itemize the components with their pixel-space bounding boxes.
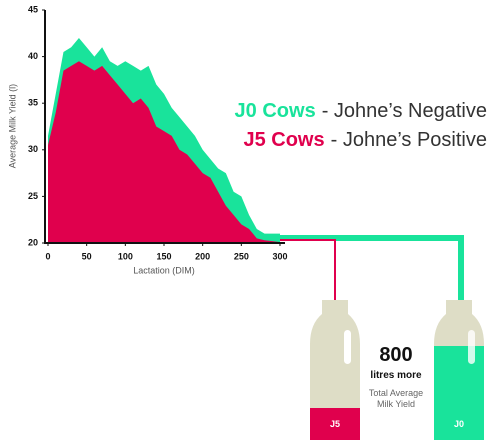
- bottle-j0: J0: [434, 300, 484, 440]
- x-tick-label: 150: [156, 251, 171, 261]
- difference-unit: litres more: [370, 370, 422, 381]
- caption: Total Average: [369, 388, 423, 398]
- legend-entry: J0 Cows - Johne’s Negative: [235, 100, 487, 122]
- infographic: J5 J0 800 litres more Total Average Milk…: [0, 0, 496, 443]
- y-axis-label: Average Milk Yield (l): [7, 84, 17, 168]
- x-tick-label: 250: [234, 251, 249, 261]
- y-tick-label: 40: [28, 51, 38, 61]
- y-tick-label: 30: [28, 144, 38, 154]
- legend-description: - Johne’s Negative: [322, 100, 487, 122]
- x-axis-label: Lactation (DIM): [133, 265, 195, 275]
- y-tick-label: 45: [28, 4, 38, 14]
- x-tick-label: 200: [195, 251, 210, 261]
- legend-name: J5 Cows: [243, 129, 324, 151]
- caption: Milk Yield: [377, 399, 415, 409]
- difference: 800: [379, 344, 412, 366]
- y-tick-label: 35: [28, 98, 38, 108]
- page: {"chart_data": {"type": "area", "y_label…: [0, 0, 496, 443]
- x-tick-label: 300: [272, 251, 287, 261]
- x-tick-label: 0: [45, 251, 50, 261]
- y-tick-label: 25: [28, 191, 38, 201]
- legend-description: - Johne’s Positive: [331, 129, 487, 151]
- bottle-j5: J5: [310, 300, 360, 440]
- bottle-label: J0: [454, 419, 464, 429]
- legend-name: J0 Cows: [235, 100, 316, 122]
- legend-entry: J5 Cows - Johne’s Positive: [243, 129, 487, 151]
- y-tick-label: 20: [28, 237, 38, 247]
- bottle-label: J5: [330, 419, 340, 429]
- x-tick-label: 100: [118, 251, 133, 261]
- connector-j0: [280, 238, 461, 350]
- x-tick-label: 50: [82, 251, 92, 261]
